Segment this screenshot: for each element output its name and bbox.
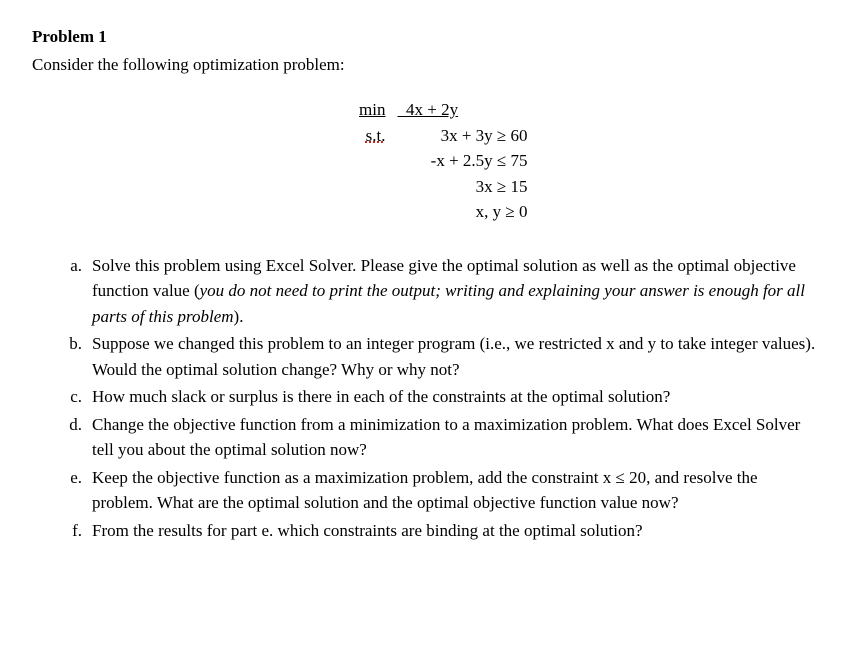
objective-expr: 4x + 2y (398, 100, 459, 119)
part-text: From the results for part e. which const… (92, 521, 643, 540)
part-d: d. Change the objective function from a … (74, 412, 821, 463)
part-c: c. How much slack or surplus is there in… (74, 384, 821, 410)
objective-min: min (359, 100, 385, 119)
part-text: Change the objective function from a min… (92, 415, 800, 460)
part-text: How much slack or surplus is there in ea… (92, 387, 670, 406)
part-f: f. From the results for part e. which co… (74, 518, 821, 544)
part-a: a. Solve this problem using Excel Solver… (74, 253, 821, 330)
part-label: a. (58, 253, 82, 279)
constraint-1: 3x + 3y ≥ 60 (398, 123, 528, 149)
part-text-after: ). (234, 307, 244, 326)
part-label: d. (58, 412, 82, 438)
problem-heading: Problem 1 (32, 24, 821, 50)
math-block: min 4x + 2y s.t. 3x + 3y ≥ 60 -x + 2.5y … (326, 97, 528, 225)
part-b: b. Suppose we changed this problem to an… (74, 331, 821, 382)
part-text: Suppose we changed this problem to an in… (92, 334, 815, 379)
problem-intro: Consider the following optimization prob… (32, 52, 821, 78)
constraint-4: x, y ≥ 0 (398, 199, 528, 225)
constraint-2: -x + 2.5y ≤ 75 (398, 148, 528, 174)
part-text: Keep the objective function as a maximiz… (92, 468, 758, 513)
parts-list: a. Solve this problem using Excel Solver… (32, 253, 821, 544)
constraint-3: 3x ≥ 15 (398, 174, 528, 200)
part-label: f. (58, 518, 82, 544)
part-label: b. (58, 331, 82, 357)
subject-to: s.t. (366, 126, 386, 145)
part-label: c. (58, 384, 82, 410)
part-text-italic: you do not need to print the output; wri… (92, 281, 805, 326)
part-e: e. Keep the objective function as a maxi… (74, 465, 821, 516)
part-label: e. (58, 465, 82, 491)
